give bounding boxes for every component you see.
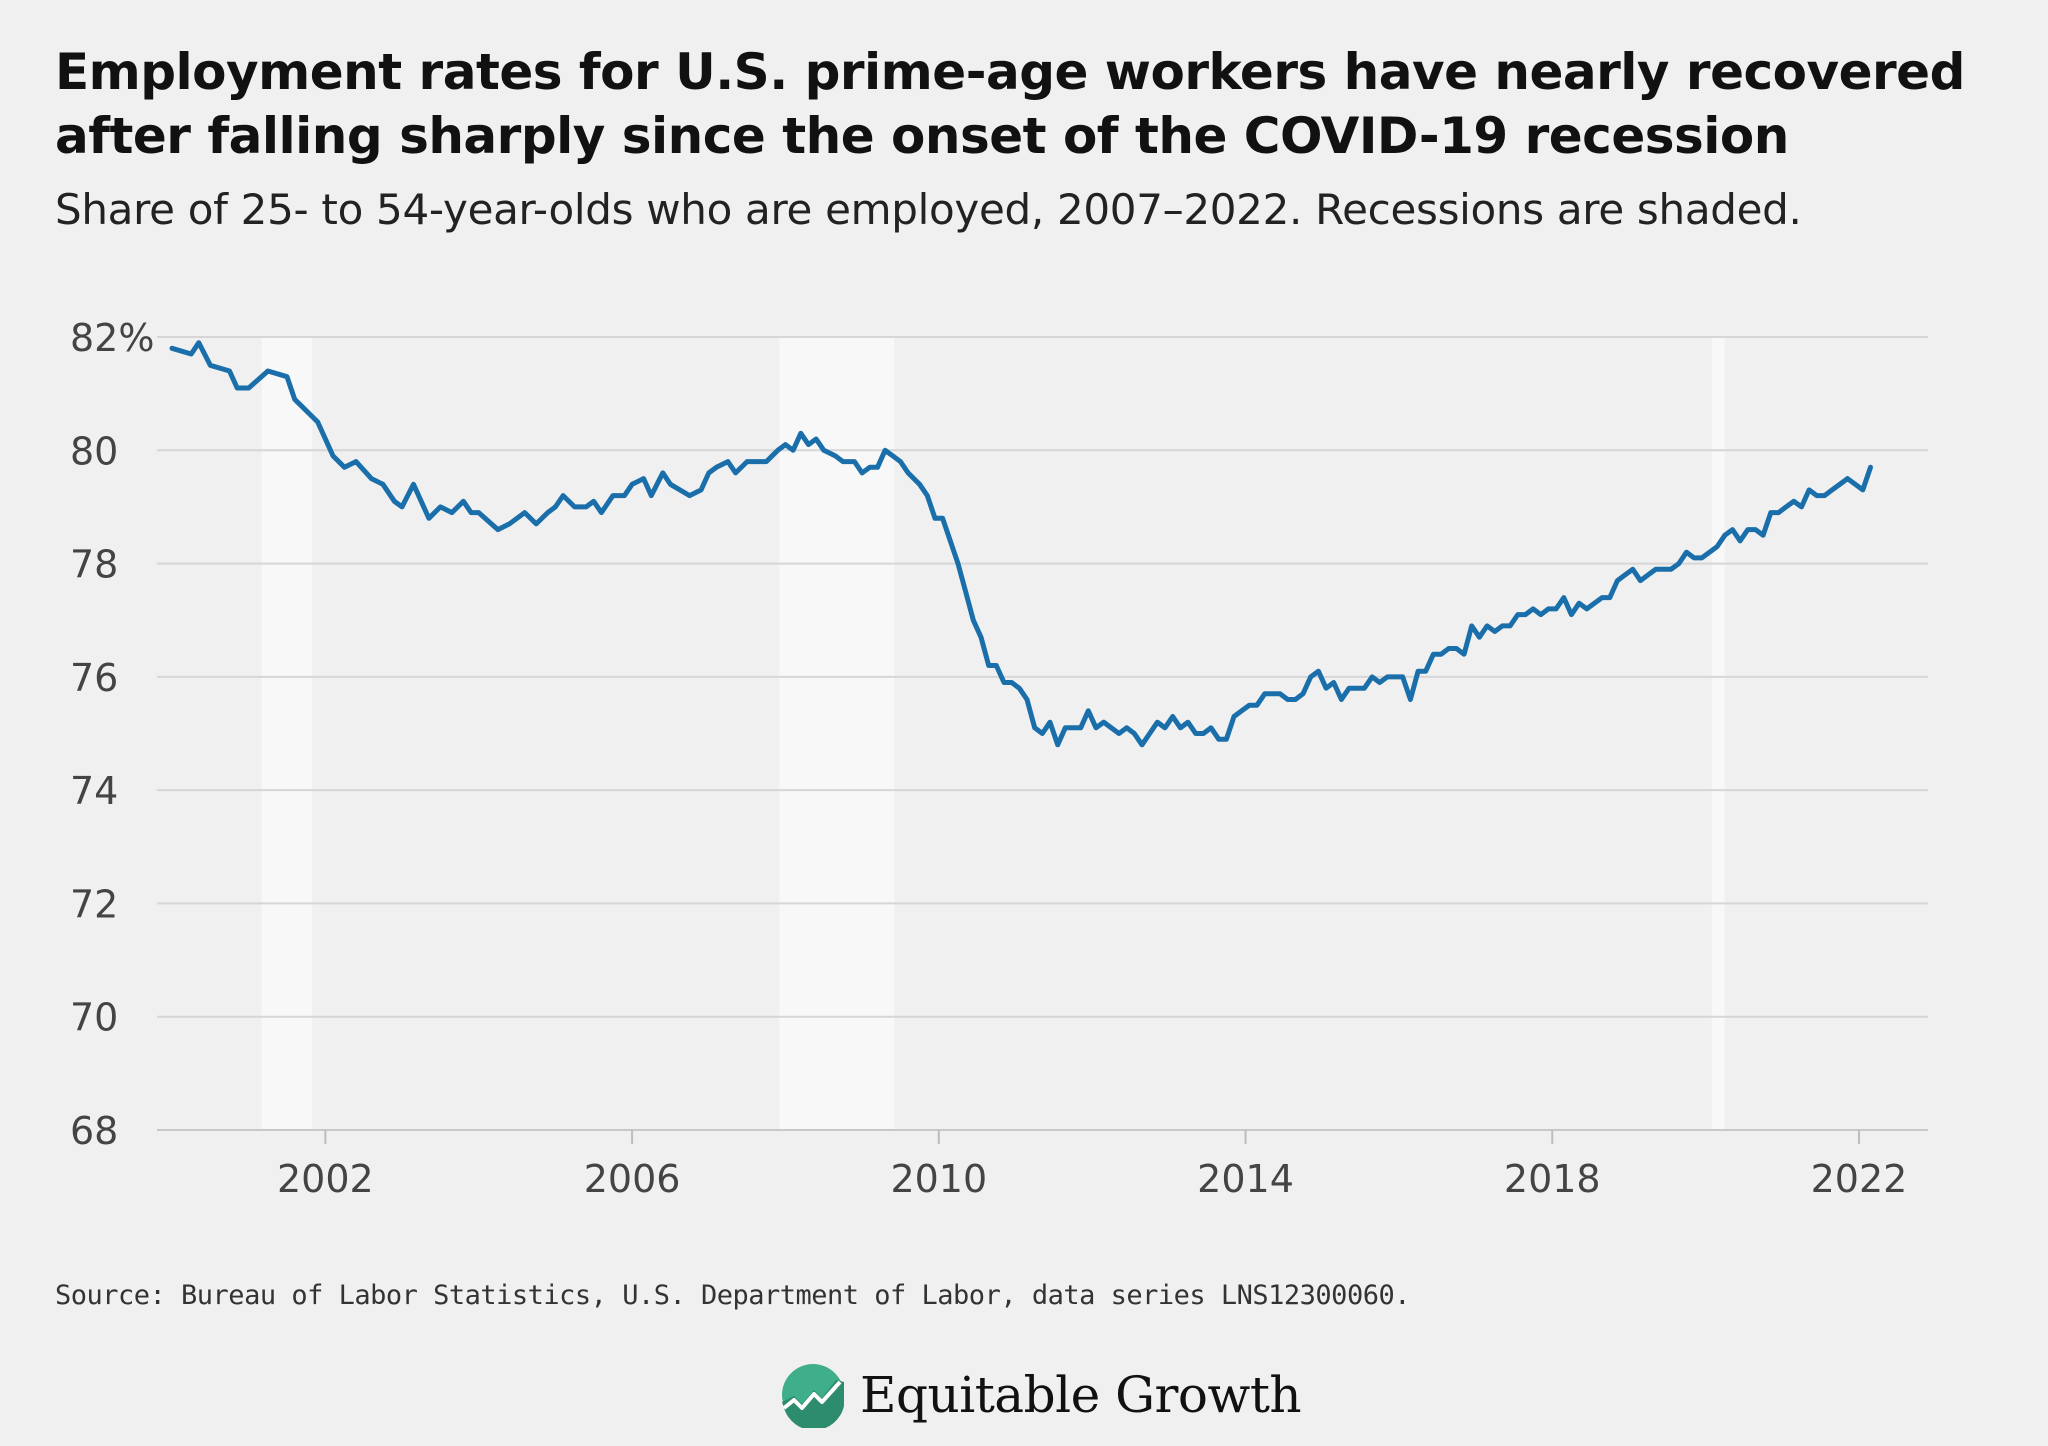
y-tick-label: 68 [70, 1109, 118, 1153]
x-tick-label: 2022 [1811, 1157, 1908, 1201]
recession-band-2 [1711, 337, 1725, 1130]
x-tick-label: 2002 [277, 1157, 374, 1201]
x-axis-ticks: 2002 2006 2010 2014 2018 2022 [277, 1130, 1907, 1201]
series-line-0 [169, 340, 1873, 748]
x-tick-label: 2014 [1197, 1157, 1294, 1201]
series-layer [169, 340, 1873, 748]
y-tick-label: 74 [70, 769, 118, 813]
x-tick-label: 2006 [584, 1157, 681, 1201]
y-tick-label: 70 [70, 996, 118, 1040]
logo-text: Equitable Growth [860, 1366, 1302, 1424]
recession-band-0 [261, 337, 313, 1130]
x-tick-label: 2010 [890, 1157, 987, 1201]
y-tick-label: 80 [70, 429, 118, 473]
chart-subtitle: Share of 25- to 54-year-olds who are emp… [55, 185, 1802, 234]
chart-title: Employment rates for U.S. prime-age work… [55, 43, 1965, 165]
y-tick-label: 78 [70, 543, 118, 587]
gridlines-layer [157, 336, 1928, 1131]
source-note: Source: Bureau of Labor Statistics, U.S.… [55, 1280, 1410, 1311]
y-tick-label: 72 [70, 882, 118, 926]
equitable-growth-logo: Equitable Growth [780, 1360, 1302, 1430]
x-tick-label: 2018 [1504, 1157, 1601, 1201]
recession-shading-layer [261, 337, 1725, 1130]
y-tick-label: 76 [70, 656, 118, 700]
growth-chart-icon [782, 1364, 844, 1428]
y-axis-ticks: 82% 80 78 76 74 72 70 68 [70, 316, 154, 1153]
y-tick-label: 82% [70, 316, 154, 360]
